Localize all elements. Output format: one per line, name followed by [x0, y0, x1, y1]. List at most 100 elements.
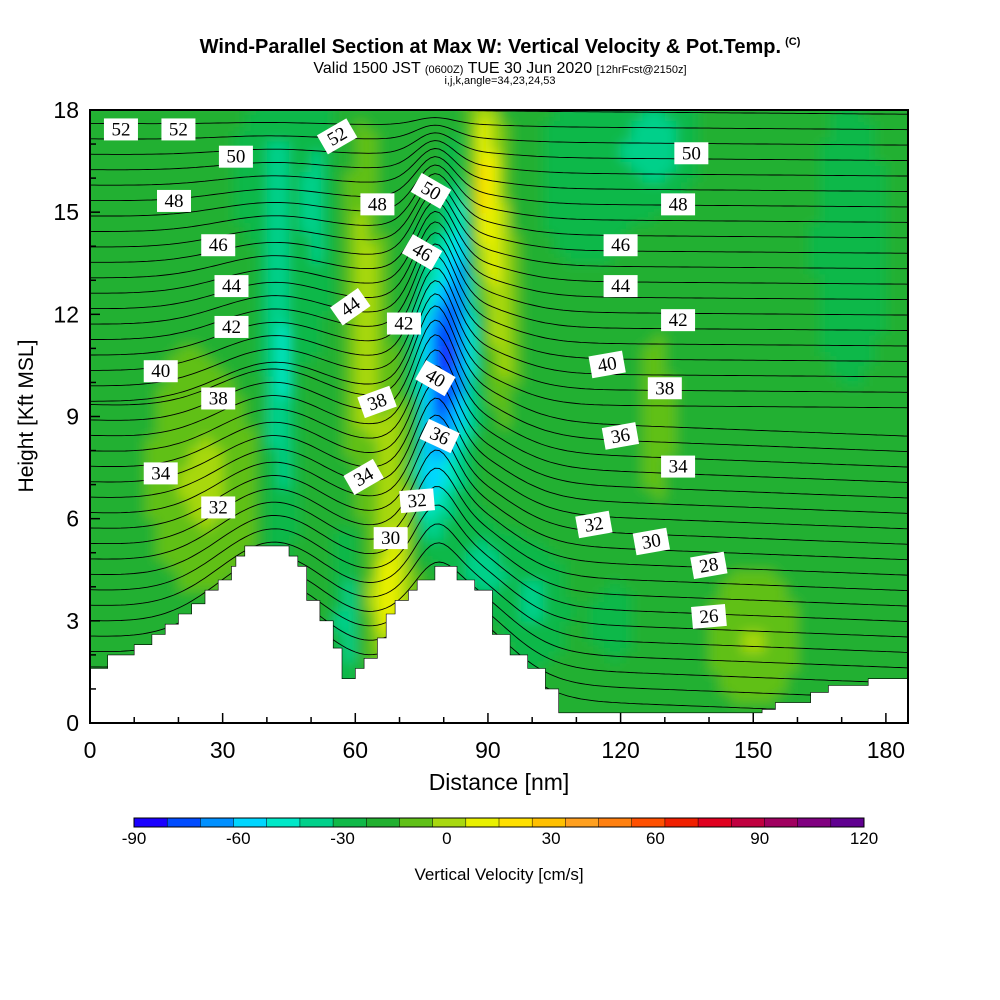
velocity-cell [476, 396, 489, 408]
velocity-cell [366, 110, 379, 122]
velocity-cell [742, 467, 755, 479]
velocity-cell [521, 498, 533, 510]
velocity-cell [543, 191, 556, 203]
velocity-cell [897, 723, 909, 734]
velocity-cell [277, 344, 290, 356]
velocity-cell [852, 385, 865, 397]
velocity-cell [200, 293, 213, 305]
velocity-cell [565, 385, 578, 397]
velocity-cell [322, 365, 334, 377]
velocity-cell [311, 212, 323, 224]
velocity-cell [742, 212, 755, 224]
velocity-cell [874, 539, 887, 551]
isentrope-line [90, 365, 908, 499]
velocity-cell [189, 222, 202, 234]
velocity-cell [521, 242, 533, 254]
velocity-cell [576, 723, 588, 734]
velocity-cell [808, 293, 821, 305]
velocity-cell [134, 436, 147, 448]
velocity-cell [775, 344, 788, 356]
velocity-cell [885, 651, 898, 663]
velocity-cell [311, 406, 323, 418]
velocity-cell [156, 579, 169, 591]
velocity-cell [675, 120, 688, 132]
velocity-cell [476, 253, 489, 265]
velocity-cell [565, 293, 578, 305]
velocity-cell [731, 569, 743, 581]
velocity-cell [266, 293, 279, 305]
velocity-cell [112, 273, 124, 285]
velocity-cell [510, 447, 522, 459]
velocity-cell [377, 600, 390, 612]
contour-label-text: 34 [669, 457, 689, 478]
contour-label: 38 [357, 385, 397, 419]
velocity-cell [300, 191, 312, 203]
velocity-cell [830, 447, 843, 459]
velocity-cell [101, 324, 113, 336]
velocity-cell [266, 467, 279, 479]
contour-label-text: 50 [682, 143, 701, 164]
velocity-cell [510, 314, 522, 326]
velocity-cell [355, 620, 368, 632]
velocity-cell [90, 191, 102, 203]
velocity-cell [775, 416, 788, 428]
isentrope-line [90, 173, 908, 239]
velocity-cell [90, 416, 102, 428]
velocity-cell [189, 498, 202, 510]
velocity-cell [112, 201, 124, 213]
velocity-cell [333, 365, 346, 377]
velocity-cell [908, 651, 920, 662]
velocity-cell [178, 723, 190, 734]
velocity-cell [874, 641, 887, 653]
velocity-cell [487, 539, 500, 551]
velocity-cell [697, 692, 710, 704]
velocity-cell [830, 406, 843, 418]
velocity-cell [797, 692, 810, 704]
velocity-cell [885, 212, 898, 224]
velocity-cell [809, 723, 821, 734]
velocity-cell [908, 212, 920, 223]
velocity-cell [355, 324, 368, 336]
velocity-cell [311, 140, 323, 152]
velocity-cell [510, 467, 522, 479]
velocity-cell [664, 661, 677, 673]
velocity-cell [720, 539, 732, 551]
velocity-cell [664, 590, 677, 602]
contour-label: 40 [588, 350, 626, 379]
velocity-cell [742, 181, 755, 193]
velocity-cell [808, 365, 821, 377]
velocity-cell [167, 549, 180, 561]
velocity-cell [499, 447, 511, 459]
velocity-cell [653, 191, 666, 203]
velocity-cell [697, 508, 710, 520]
velocity-cell [388, 140, 401, 152]
velocity-cell [819, 661, 832, 673]
velocity-cell [156, 293, 169, 305]
velocity-cell [808, 161, 821, 173]
velocity-cell [919, 406, 931, 417]
velocity-cell [775, 232, 788, 244]
velocity-cell [753, 488, 766, 500]
velocity-cell [112, 181, 124, 193]
velocity-cell [244, 334, 257, 346]
velocity-cell [720, 355, 732, 367]
velocity-cell [465, 447, 478, 459]
velocity-cell [543, 549, 556, 561]
velocity-cell [355, 222, 368, 234]
velocity-cell [709, 273, 721, 285]
velocity-cell [277, 375, 290, 387]
velocity-cell [344, 508, 357, 520]
velocity-cell [388, 150, 401, 162]
velocity-cell [178, 498, 191, 510]
velocity-cell [543, 569, 556, 581]
velocity-cell [101, 242, 113, 254]
velocity-cell [311, 110, 323, 122]
velocity-cell [664, 508, 677, 520]
velocity-cell [399, 477, 412, 489]
velocity-cell [908, 703, 920, 714]
velocity-cell [609, 150, 622, 162]
velocity-cell [333, 242, 346, 254]
velocity-cell [200, 406, 213, 418]
velocity-cell [366, 569, 379, 581]
velocity-cell [819, 232, 832, 244]
